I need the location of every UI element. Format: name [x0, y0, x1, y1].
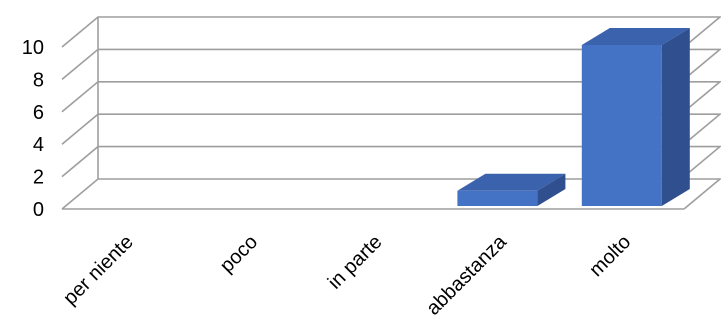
bar-top	[581, 28, 690, 45]
gridline-6	[61, 81, 721, 113]
bar-abbastanza	[457, 173, 566, 206]
y-tick-label: 10	[22, 37, 44, 59]
y-tick-label: 0	[33, 199, 44, 221]
x-tick-label: abbastanza	[422, 230, 511, 319]
y-tick-label: 8	[33, 69, 44, 91]
bar-front	[581, 45, 662, 206]
x-tick-label: poco	[216, 231, 262, 277]
y-tick-label: 2	[33, 167, 44, 189]
gridline-0	[61, 178, 721, 210]
gridline-10	[61, 16, 721, 48]
bar-side	[537, 173, 566, 206]
gridline-8	[61, 48, 721, 81]
y-axis-ticks: 0 2 4 6 8 10	[22, 37, 44, 221]
bar-top	[457, 173, 566, 191]
bars	[457, 28, 690, 206]
gridlines	[61, 16, 721, 210]
y-tick-label: 4	[33, 134, 44, 156]
gridline-2	[61, 145, 721, 178]
y-tick-label: 6	[33, 102, 44, 124]
x-tick-label: molto	[585, 231, 635, 281]
gridline-4	[61, 113, 721, 145]
bar-molto	[581, 28, 690, 206]
bar-front	[457, 190, 538, 206]
bar-side	[661, 28, 690, 206]
x-axis-ticks: per niente poco in parte abbastanza molto	[59, 230, 635, 319]
x-tick-label: in parte	[324, 231, 387, 294]
x-tick-label: per niente	[59, 231, 137, 309]
